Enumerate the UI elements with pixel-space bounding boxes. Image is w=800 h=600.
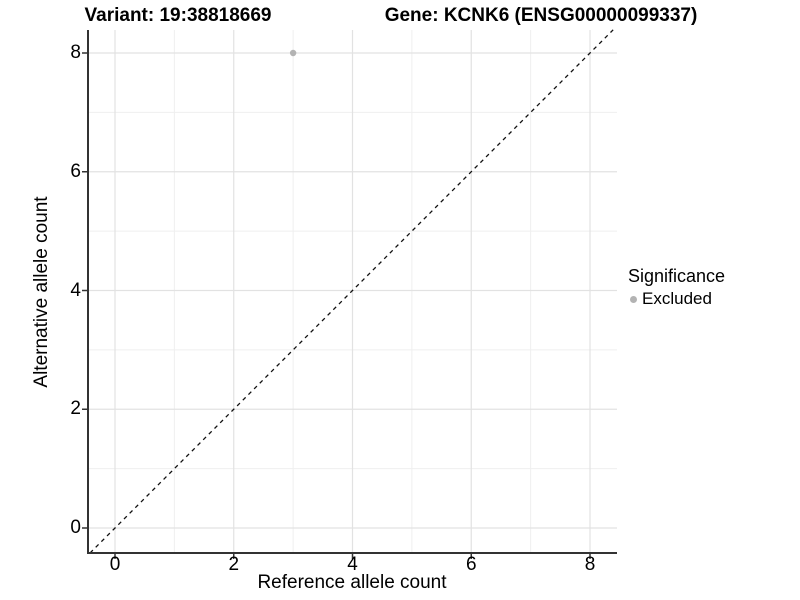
x-tick-label: 8 [584,554,596,575]
y-axis-title: Alternative allele count [31,196,52,388]
plot-title-variant: Variant: 19:38818669 [84,5,272,26]
legend: Significance Excluded [628,265,725,309]
plot-panel [82,29,617,559]
excluded-marker-icon [630,295,637,303]
x-tick-label: 4 [347,554,358,575]
x-axis-title: Reference allele count [257,572,447,593]
plot-title-gene: Gene: KCNK6 (ENSG00000099337) [384,5,698,26]
y-tick-label: 8 [70,42,81,63]
x-tick-label: 2 [228,554,240,575]
legend-entry-label: Excluded [642,289,712,308]
data-point [289,49,297,57]
legend-entry-excluded: Excluded [630,289,725,309]
y-tick-label: 0 [70,517,81,538]
x-tick-label: 6 [465,554,477,575]
identity-dashed-line [89,29,614,554]
y-tick-label: 6 [70,160,81,182]
y-tick-label: 4 [70,279,81,301]
legend-title: Significance [628,266,726,286]
x-tick-label: 0 [109,554,121,575]
y-tick-label: 2 [70,398,81,420]
